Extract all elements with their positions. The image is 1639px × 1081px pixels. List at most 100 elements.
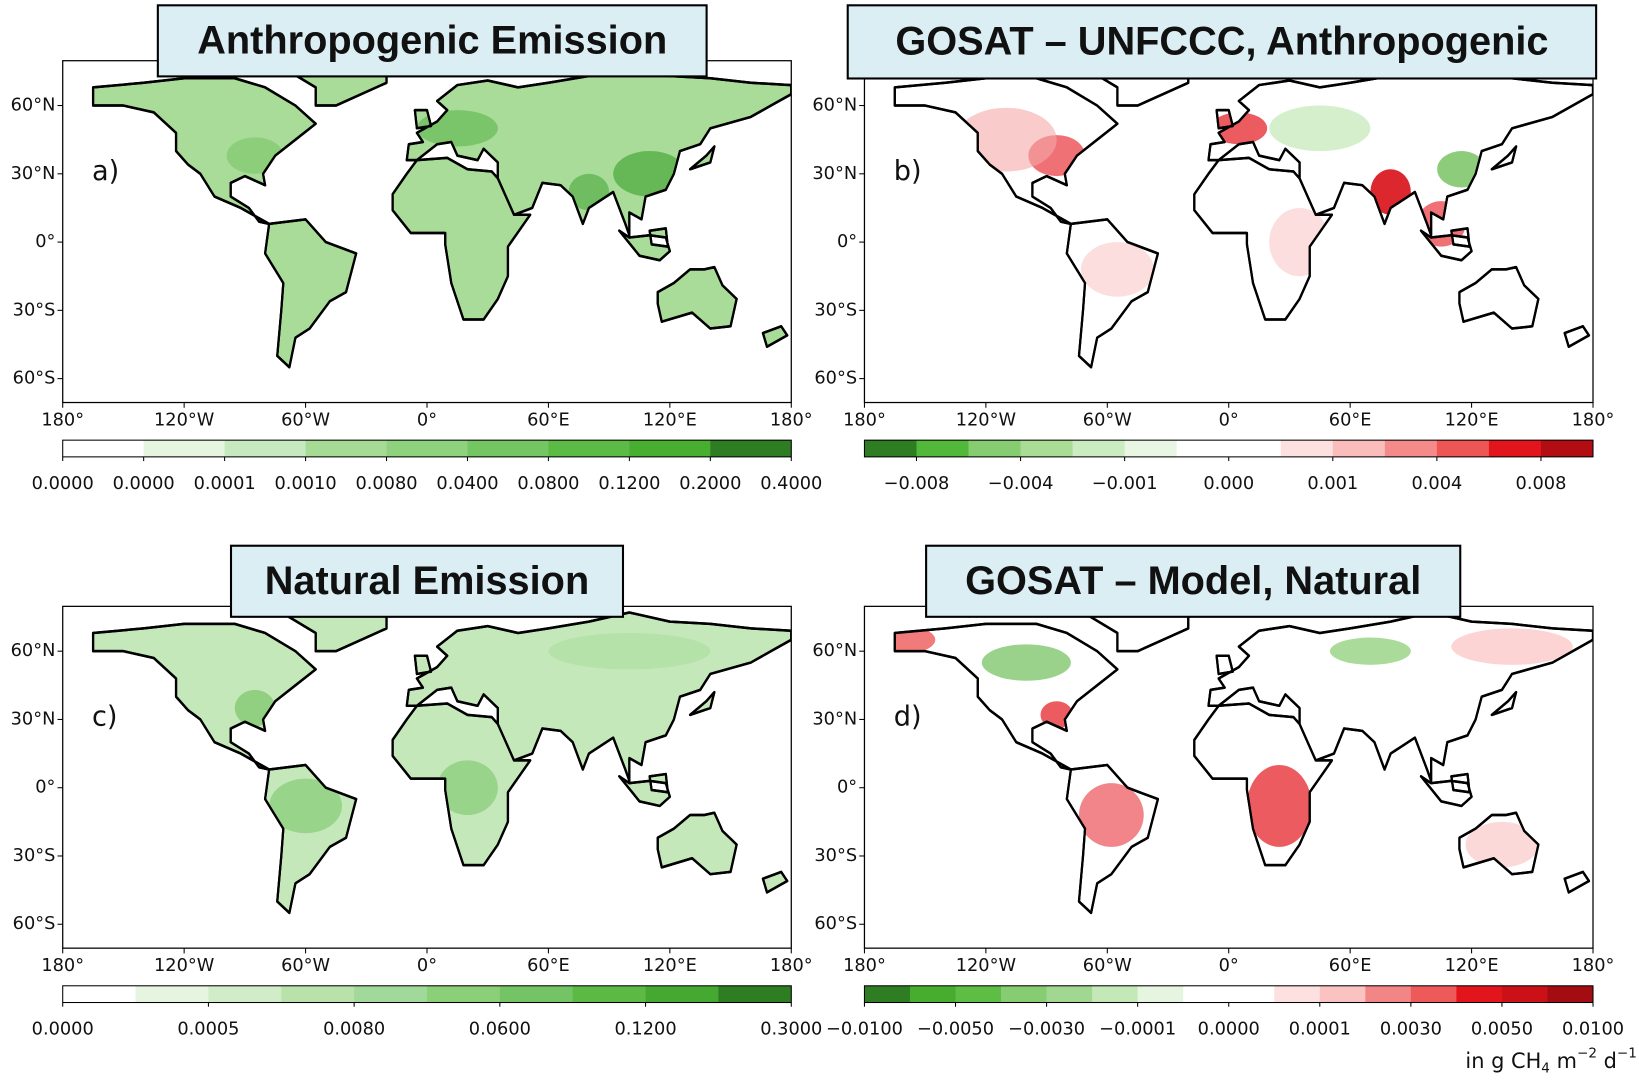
- colorbar-segment: [63, 986, 136, 1003]
- lat-tick-label: 0°: [35, 232, 55, 252]
- colorbar-segment: [467, 440, 548, 457]
- anomaly-region: [1269, 106, 1370, 152]
- lat-tick-label: 30°N: [812, 709, 857, 729]
- colorbar-tick-label: −0.0050: [917, 1020, 994, 1040]
- lon-tick-label: 0°: [417, 956, 437, 976]
- colorbar-segment: [1092, 986, 1138, 1003]
- lon-tick-label: 0°: [417, 410, 437, 430]
- colorbar-segment: [1021, 440, 1073, 457]
- unit-part: in g CH: [1465, 1049, 1541, 1073]
- colorbar-tick-label: 0.2000: [679, 474, 741, 494]
- lat-tick-label: 30°N: [11, 709, 56, 729]
- figure: 60°N30°N0°30°S60°S180°120°W60°W0°60°E120…: [0, 0, 1639, 1081]
- colorbar-tick-label: 0.000: [1203, 474, 1254, 494]
- colorbar-segment: [646, 986, 719, 1003]
- colorbar-tick-label: −0.008: [884, 474, 950, 494]
- colorbar-segment: [1502, 986, 1548, 1003]
- colorbar-segment: [1437, 440, 1489, 457]
- colorbar-tick-label: −0.0001: [1099, 1020, 1176, 1040]
- colorbar-tick-label: 0.0800: [517, 474, 579, 494]
- colorbar-segment: [956, 986, 1002, 1003]
- lat-tick-label: 60°N: [11, 641, 56, 661]
- colorbar-segment: [1489, 440, 1541, 457]
- colorbar-tick-label: 0.0080: [323, 1020, 385, 1040]
- colorbar-segment: [1281, 440, 1333, 457]
- colorbar-tick-label: 0.001: [1307, 474, 1358, 494]
- colorbar-segment: [306, 440, 387, 457]
- colorbar-segment: [1320, 986, 1366, 1003]
- colorbar-tick-label: 0.0000: [1198, 1020, 1260, 1040]
- lat-tick-label: 30°S: [814, 300, 857, 320]
- colorbar-segment: [1365, 986, 1411, 1003]
- colorbar-segment: [864, 440, 916, 457]
- colorbar-tick-label: 0.0000: [113, 474, 175, 494]
- lat-tick-label: 30°S: [814, 846, 857, 866]
- colorbar-tick-label: 0.0010: [275, 474, 337, 494]
- colorbar-tick-label: 0.0001: [1289, 1020, 1351, 1040]
- colorbar-segment: [1456, 986, 1502, 1003]
- colorbar-segment: [1411, 986, 1457, 1003]
- panel-title: GOSAT – Model, Natural: [965, 559, 1421, 603]
- colorbar-tick-label: 0.0600: [469, 1020, 531, 1040]
- unit-part: d: [1597, 1049, 1617, 1073]
- lat-tick-label: 60°S: [814, 914, 857, 934]
- colorbar-segment: [136, 986, 209, 1003]
- colorbar-segment: [225, 440, 306, 457]
- lon-tick-label: 0°: [1219, 410, 1239, 430]
- lon-tick-label: 180°: [770, 410, 813, 430]
- anomaly-region: [1081, 242, 1154, 297]
- lon-tick-label: 60°E: [1329, 956, 1372, 976]
- colorbar-segment: [718, 986, 791, 1003]
- colorbar-tick-label: −0.0030: [1008, 1020, 1085, 1040]
- colorbar-segment: [1177, 440, 1229, 457]
- lon-tick-label: 120°W: [956, 956, 1016, 976]
- colorbar-tick-label: −0.001: [1092, 474, 1158, 494]
- colorbar-segment: [354, 986, 427, 1003]
- panel-label: a): [92, 156, 119, 187]
- colorbar-tick-label: 0.1200: [615, 1020, 677, 1040]
- colorbar-tick-label: 0.0100: [1562, 1020, 1624, 1040]
- lon-tick-label: 120°E: [643, 956, 697, 976]
- lon-tick-label: 180°: [843, 410, 886, 430]
- lat-tick-label: 60°N: [812, 96, 857, 116]
- colorbar-segment: [1183, 986, 1229, 1003]
- colorbar-segment: [144, 440, 225, 457]
- lon-tick-label: 120°E: [1445, 956, 1499, 976]
- lon-tick-label: 120°E: [1445, 410, 1499, 430]
- colorbar-tick-label: 0.0000: [32, 1020, 94, 1040]
- anomaly-region: [548, 633, 710, 669]
- panel-label: c): [92, 702, 118, 733]
- unit-part: −1: [1617, 1046, 1637, 1062]
- lat-tick-label: 0°: [35, 778, 55, 798]
- colorbar-tick-label: 0.0050: [1471, 1020, 1533, 1040]
- colorbar-segment: [916, 440, 968, 457]
- colorbar-segment: [208, 986, 281, 1003]
- lat-tick-label: 30°N: [812, 164, 857, 184]
- anomaly-region: [1079, 783, 1144, 847]
- lat-tick-label: 60°S: [814, 369, 857, 389]
- colorbar-segment: [548, 440, 629, 457]
- colorbar-segment: [1229, 440, 1281, 457]
- anomaly-region: [1451, 628, 1572, 664]
- lon-tick-label: 120°W: [154, 956, 214, 976]
- lon-tick-label: 180°: [1572, 410, 1615, 430]
- colorbar-tick-label: 0.008: [1516, 474, 1567, 494]
- lat-tick-label: 30°S: [13, 300, 56, 320]
- lon-tick-label: 120°W: [956, 410, 1016, 430]
- panel-title: Natural Emission: [265, 559, 589, 603]
- colorbar-segment: [1125, 440, 1177, 457]
- anomaly-region: [1330, 638, 1411, 665]
- lon-tick-label: 180°: [41, 956, 84, 976]
- colorbar-segment: [281, 986, 354, 1003]
- lon-tick-label: 60°E: [527, 956, 570, 976]
- lat-tick-label: 60°S: [13, 369, 56, 389]
- anomaly-region: [1247, 765, 1312, 847]
- lat-tick-label: 60°N: [11, 96, 56, 116]
- unit-part: m: [1550, 1049, 1577, 1073]
- colorbar-segment: [969, 440, 1021, 457]
- lon-tick-label: 120°E: [643, 410, 697, 430]
- colorbar-tick-label: 0.0005: [177, 1020, 239, 1040]
- unit-label: in g CH4 m−2 d−1: [1465, 1046, 1637, 1077]
- colorbar-segment: [1541, 440, 1593, 457]
- colorbar-tick-label: 0.4000: [760, 474, 822, 494]
